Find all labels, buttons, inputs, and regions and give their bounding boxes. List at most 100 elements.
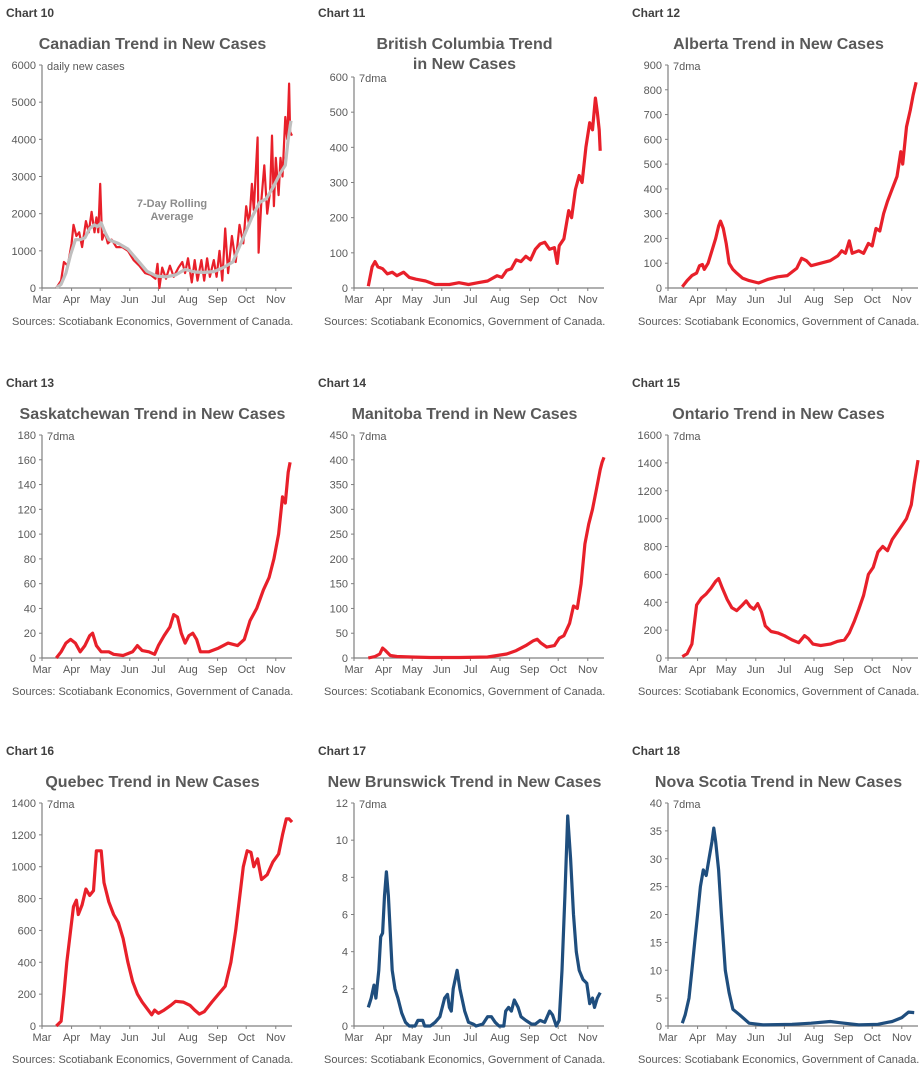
x-tick-label: Sep <box>520 1032 540 1044</box>
series-line-7dma <box>680 826 915 1027</box>
y-tick-label: 8 <box>342 872 348 884</box>
y-tick-label: 400 <box>330 142 348 154</box>
y-tick-label: 40 <box>650 798 662 810</box>
y-tick-label: 10 <box>650 965 662 977</box>
x-tick-label: Mar <box>345 664 364 676</box>
x-tick-label: May <box>716 664 737 676</box>
x-tick-label: Jul <box>463 1032 477 1044</box>
x-tick-label: Mar <box>345 1032 364 1044</box>
chart-number: Chart 10 <box>6 6 55 20</box>
series-line-daily-new-cases <box>55 82 293 290</box>
chart-plot: 0 200 400 600 800 1000 1200 1400 1600 Mar Apr May Ju… <box>638 430 920 676</box>
x-tick-label: Jul <box>151 294 165 306</box>
y-tick-label: 4 <box>342 947 348 959</box>
x-tick-label: Jul <box>151 1032 165 1044</box>
sources-note: Sources: Scotiabank Economics, Governmen… <box>324 686 606 698</box>
chart-title-line: British Columbia Trend <box>376 36 553 53</box>
x-tick-label: Jun <box>433 294 451 306</box>
x-tick-label: Apr <box>689 294 706 306</box>
series-line-7dma <box>681 459 920 658</box>
x-tick-label: May <box>716 294 737 306</box>
y-tick-label: 800 <box>644 542 662 554</box>
y-tick-label: 0 <box>342 1021 348 1033</box>
y-tick-label: 1000 <box>12 246 36 258</box>
y-tick-label: 600 <box>330 72 348 84</box>
y-tick-label: 0 <box>342 283 348 295</box>
x-tick-label: May <box>90 294 111 306</box>
y-tick-label: 5000 <box>12 97 36 109</box>
x-tick-label: Jul <box>777 1032 791 1044</box>
y-tick-label: 120 <box>18 504 36 516</box>
x-tick-label: Jun <box>747 1032 765 1044</box>
y-tick-label: 3000 <box>12 172 36 184</box>
series-line-7dma <box>55 817 294 1028</box>
x-tick-label: May <box>716 1032 737 1044</box>
x-tick-label: Apr <box>689 664 706 676</box>
sources-note: Sources: Scotiabank Economics, Governmen… <box>638 1054 920 1066</box>
y-tick-label: 1400 <box>12 798 36 810</box>
chart-plot: 0 5 10 15 20 25 30 35 40 Mar Apr May Jun Jul Aug Sep Oct… <box>650 798 918 1044</box>
x-tick-label: Apr <box>375 294 392 306</box>
chart-title: Canadian Trend in New Cases <box>38 36 267 53</box>
x-tick-label: Jun <box>121 294 139 306</box>
series-line-7dma <box>681 81 918 288</box>
y-tick-label: 200 <box>644 625 662 637</box>
chart-title: Saskatchewan Trend in New Cases <box>19 406 286 423</box>
y-tick-label: 1000 <box>638 514 662 526</box>
x-tick-label: Jul <box>777 664 791 676</box>
y-tick-label: 1000 <box>12 862 36 874</box>
chart-panel: Chart 12 Alberta Trend in New Cases Source… <box>626 0 923 350</box>
annotation-label: 7-Day Rolling Average <box>137 198 207 223</box>
y-tick-label: 100 <box>644 258 662 270</box>
y-tick-label: 180 <box>18 430 36 442</box>
y-tick-label: 300 <box>330 504 348 516</box>
x-tick-label: Oct <box>864 1032 881 1044</box>
x-tick-label: Apr <box>63 1032 80 1044</box>
chart-number: Chart 14 <box>318 376 367 390</box>
y-tick-label: 0 <box>656 1021 662 1033</box>
unit-label: 7dma <box>673 61 701 73</box>
x-tick-label: Nov <box>578 1032 598 1044</box>
y-tick-label: 140 <box>18 480 36 492</box>
x-tick-label: May <box>402 294 423 306</box>
y-tick-label: 1200 <box>638 486 662 498</box>
y-tick-label: 1600 <box>638 430 662 442</box>
y-tick-label: 400 <box>644 597 662 609</box>
y-tick-label: 0 <box>30 653 36 665</box>
x-tick-label: Sep <box>208 664 228 676</box>
x-tick-label: Jun <box>121 1032 139 1044</box>
y-tick-label: 20 <box>650 910 662 922</box>
chart-number: Chart 18 <box>632 744 681 758</box>
series-line-7dma <box>366 96 602 287</box>
x-tick-label: Oct <box>238 1032 255 1044</box>
y-tick-label: 900 <box>644 60 662 72</box>
chart-title-line: in New Cases <box>412 56 517 73</box>
x-tick-label: Sep <box>834 294 854 306</box>
y-tick-label: 35 <box>650 826 662 838</box>
x-tick-label: Oct <box>238 664 255 676</box>
x-tick-label: Jun <box>747 664 765 676</box>
sources-note: Sources: Scotiabank Economics, Governmen… <box>638 316 920 328</box>
x-tick-label: May <box>402 664 423 676</box>
y-tick-label: 25 <box>650 882 662 894</box>
x-tick-label: Sep <box>208 294 228 306</box>
x-tick-label: Aug <box>804 664 824 676</box>
x-tick-label: Nov <box>892 1032 912 1044</box>
sources-note: Sources: Scotiabank Economics, Governmen… <box>638 686 920 698</box>
x-tick-label: Jul <box>463 294 477 306</box>
y-tick-label: 600 <box>644 134 662 146</box>
y-tick-label: 0 <box>30 283 36 295</box>
chart-panel: Chart 14 Manitoba Trend in New Cases Sourc… <box>312 370 617 720</box>
y-tick-label: 600 <box>18 925 36 937</box>
chart-plot: 0 2 4 6 8 10 12 Mar Apr May Jun Jul Aug Sep Oct Nov 7dma <box>336 798 604 1044</box>
x-tick-label: Oct <box>550 294 567 306</box>
y-tick-label: 160 <box>18 455 36 467</box>
y-tick-label: 800 <box>644 85 662 97</box>
sources-note: Sources: Scotiabank Economics, Governmen… <box>12 316 294 328</box>
x-tick-label: Nov <box>892 664 912 676</box>
y-tick-label: 2000 <box>12 209 36 221</box>
x-tick-label: Apr <box>63 664 80 676</box>
x-tick-label: Mar <box>659 664 678 676</box>
x-tick-label: Aug <box>490 664 510 676</box>
